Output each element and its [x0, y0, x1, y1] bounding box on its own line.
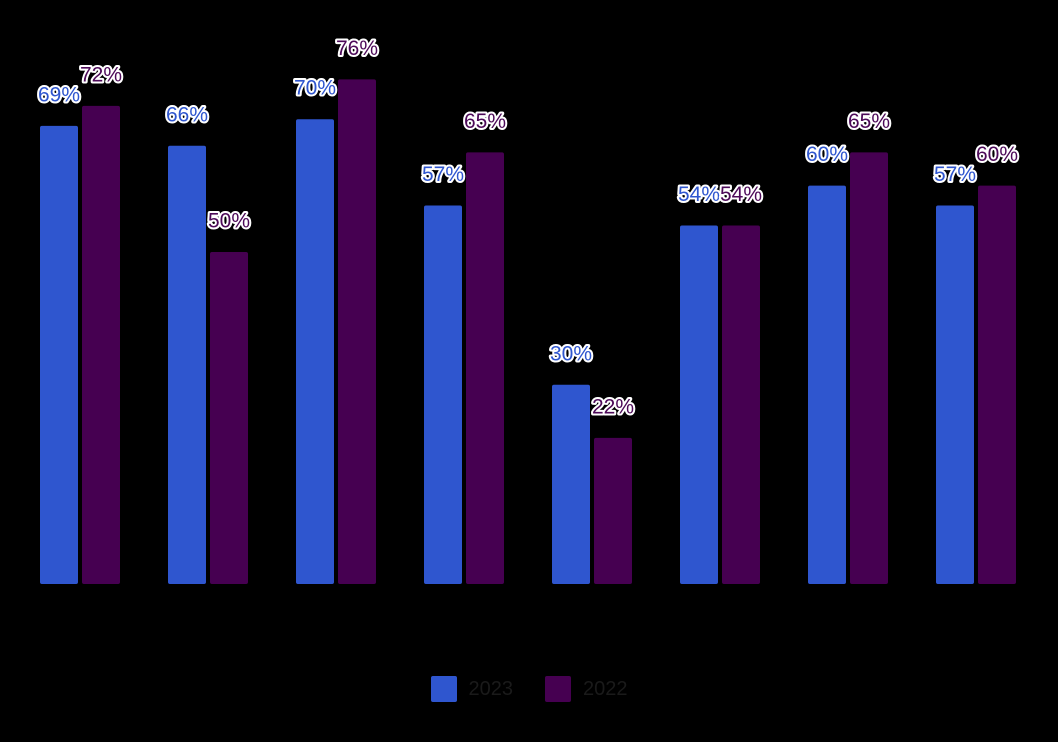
bar-2023-6	[680, 225, 718, 584]
data-label-2022-4: 65%	[464, 110, 506, 133]
legend-item-2023[interactable]: 2023	[430, 676, 514, 702]
data-label-2023-7: 60%	[806, 143, 848, 166]
bar-2023-3	[296, 119, 334, 584]
bar-2022-1	[82, 105, 120, 585]
data-label-2022-7: 65%	[848, 110, 890, 133]
bar-2022-8	[978, 185, 1016, 584]
bar-2023-4	[424, 205, 462, 584]
bars-layer	[40, 79, 1016, 585]
legend-label-2022: 2022	[583, 677, 628, 700]
legend-swatch-2022	[545, 676, 571, 702]
legend-swatch-2023	[430, 676, 457, 702]
data-label-2022-1: 72%	[80, 63, 122, 86]
data-label-2022-6: 54%	[720, 183, 762, 206]
data-label-2022-8: 60%	[976, 143, 1018, 166]
data-label-2023-3: 70%	[294, 77, 336, 100]
data-label-2022-3: 76%	[336, 37, 378, 60]
data-label-2023-4: 57%	[422, 163, 464, 186]
bar-2022-3	[338, 79, 376, 585]
data-label-2022-2: 50%	[208, 210, 250, 233]
bar-2022-4	[466, 152, 504, 584]
bar-2022-7	[850, 152, 888, 584]
data-label-2022-5: 22%	[592, 395, 634, 418]
data-labels-layer: 69%66%70%57%30%54%60%57%72%50%76%65%22%5…	[36, 35, 1020, 421]
bar-2022-6	[722, 225, 760, 584]
data-label-2023-1: 69%	[38, 83, 80, 106]
legend-label-2023: 2023	[468, 677, 514, 700]
bar-2023-1	[40, 125, 78, 584]
legend-item-2022[interactable]: 2022	[545, 676, 628, 702]
data-label-2023-8: 57%	[934, 163, 976, 186]
data-label-2023-2: 66%	[166, 103, 208, 126]
bar-2022-2	[210, 252, 248, 584]
data-label-2023-5: 30%	[550, 342, 592, 365]
legend: 2023 2022	[0, 676, 1058, 702]
data-label-2023-6: 54%	[678, 183, 720, 206]
bar-2023-2	[168, 145, 206, 584]
bar-2022-5	[594, 437, 632, 584]
bar-2023-7	[808, 185, 846, 584]
bar-2023-5	[552, 384, 590, 584]
bar-2023-8	[936, 205, 974, 584]
